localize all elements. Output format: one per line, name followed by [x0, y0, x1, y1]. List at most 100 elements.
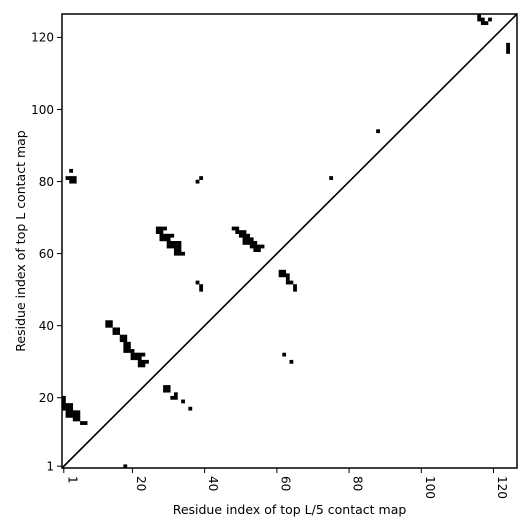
contact-cell	[293, 287, 297, 292]
y-tick-label: 100	[31, 103, 54, 117]
contact-cell	[177, 241, 182, 245]
contact-cell	[130, 352, 135, 357]
contact-cell	[242, 237, 247, 242]
contact-cell	[134, 352, 139, 357]
contact-cell	[257, 244, 261, 249]
contact-cell	[195, 179, 200, 184]
contact-cell	[159, 237, 164, 242]
contact-cell	[170, 395, 175, 400]
contact-cell	[62, 395, 66, 400]
contact-cell	[238, 230, 243, 234]
contact-cell	[242, 241, 247, 245]
contact-cell	[181, 399, 185, 404]
contact-cell	[137, 363, 142, 368]
contact-cell	[155, 230, 160, 234]
contact-cell	[173, 392, 178, 397]
contact-cell	[235, 230, 240, 234]
contact-cell	[289, 359, 294, 364]
contact-cell	[257, 248, 261, 253]
contact-cell	[166, 388, 171, 393]
contact-cell	[65, 176, 70, 180]
x-axis-ticks: 1 20 40 60 80 100 120	[63, 468, 509, 499]
contact-cell	[293, 284, 297, 289]
contact-cell	[112, 327, 117, 332]
plot-frame	[61, 13, 518, 469]
contact-cell	[163, 388, 167, 393]
contact-cell	[173, 395, 178, 400]
contact-cell	[69, 410, 74, 415]
contact-cell	[145, 359, 149, 364]
contact-cell	[166, 237, 171, 242]
contact-cell	[72, 176, 77, 180]
contact-cell	[282, 273, 287, 278]
contact-cell	[285, 277, 290, 281]
contact-cell	[253, 248, 258, 253]
contact-cell	[80, 421, 84, 425]
contact-cell	[195, 280, 200, 285]
contact-cell	[242, 233, 247, 238]
contact-cell	[62, 399, 66, 404]
x-axis-label: Residue index of top L/5 contact map	[173, 502, 407, 517]
contact-cell	[253, 241, 258, 245]
contact-cell	[141, 352, 146, 357]
contact-cell	[69, 413, 74, 418]
contact-cell	[155, 226, 160, 231]
contact-cell	[65, 413, 70, 418]
contact-cell	[177, 244, 182, 249]
contact-cell	[141, 359, 146, 364]
x-tick-label: 120	[495, 476, 509, 499]
contact-cell	[238, 233, 243, 238]
contact-cell	[123, 464, 128, 469]
contact-cell	[123, 334, 128, 339]
contact-cell	[166, 244, 171, 249]
contact-cell	[83, 421, 88, 425]
contact-cell	[188, 406, 193, 411]
y-tick-label: 20	[39, 391, 54, 405]
y-tick-label: 120	[31, 31, 54, 45]
contact-cell	[72, 417, 77, 422]
contact-cell	[166, 241, 171, 245]
contact-cell	[285, 273, 290, 278]
contact-cell	[76, 410, 81, 415]
contact-cell	[480, 17, 485, 22]
contact-cell	[65, 406, 70, 411]
contact-cell	[163, 233, 167, 238]
contact-cell	[484, 21, 489, 26]
contact-cell	[105, 323, 110, 328]
contact-cell	[249, 241, 254, 245]
contact-cell	[231, 226, 236, 231]
contact-cell	[137, 359, 142, 364]
contact-cell	[105, 320, 110, 325]
contact-cell	[166, 233, 171, 238]
contact-cell	[282, 352, 287, 357]
contact-cell	[177, 248, 182, 253]
contact-cell	[108, 323, 113, 328]
contact-cell	[282, 269, 287, 274]
contact-cells	[62, 14, 510, 469]
contact-cell	[170, 244, 175, 249]
contact-cell	[477, 17, 482, 22]
contact-cell	[72, 410, 77, 415]
contact-cell	[285, 280, 290, 285]
contact-cell	[199, 176, 204, 180]
contact-cell	[130, 356, 135, 361]
contact-cell	[127, 345, 131, 350]
contact-cell	[65, 410, 70, 415]
contact-cell	[69, 406, 74, 411]
contact-cell	[278, 273, 283, 278]
contact-cell	[253, 244, 258, 249]
contact-cell	[119, 338, 124, 343]
contact-cell	[119, 334, 124, 339]
contact-cell	[72, 179, 77, 184]
contact-cell	[249, 237, 254, 242]
contact-cell	[246, 241, 250, 245]
contact-cell	[278, 269, 283, 274]
contact-cell	[376, 129, 380, 134]
contact-cell	[199, 284, 204, 289]
contact-cell	[166, 385, 171, 389]
y-tick-label: 40	[39, 319, 54, 333]
contact-cell	[123, 341, 128, 346]
contact-cell	[123, 345, 128, 350]
contact-cell	[242, 230, 247, 234]
y-tick-label: 1	[46, 459, 54, 473]
